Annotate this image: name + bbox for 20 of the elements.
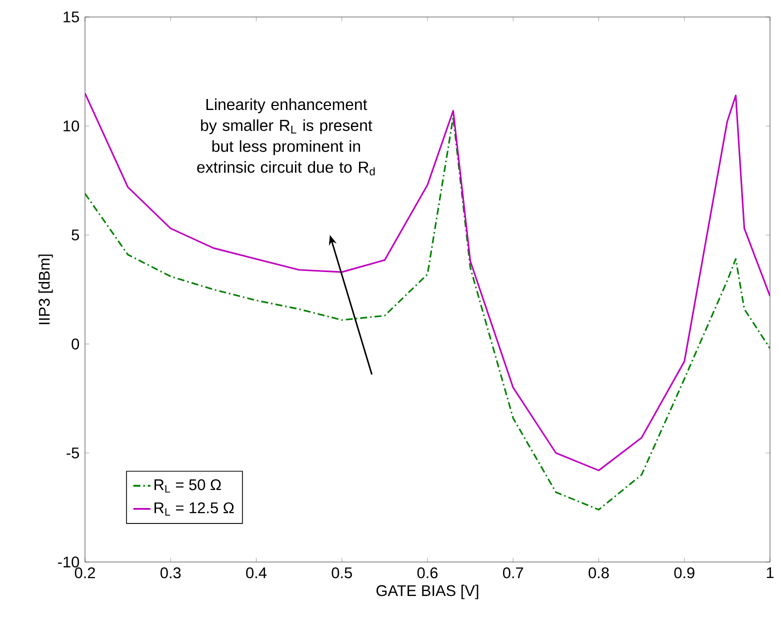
y-tick-label: 10 [64,120,80,132]
x-tick-label: 1 [766,567,774,578]
y-tick-label: -10 [58,556,80,568]
x-tick-label: 0.2 [74,567,95,578]
x-tick-label: 0.4 [246,567,267,578]
y-axis-title: IIP3 [dBm] [38,254,53,324]
y-tick-label: 5 [72,230,80,240]
y-tick-label: -5 [66,448,80,458]
x-tick-label: 0.8 [588,567,609,578]
x-tick-label: 0.7 [503,567,524,578]
annotation: Linearity enhancement by smaller R$_{L}$ is present but less prominent in extrinsic circuit due to R$_{d}$ [197,98,375,176]
x-tick-label: 0.6 [417,567,438,578]
legend-label: R$_{L}$ = 50 Ω [154,479,221,493]
x-tick-label: 0.9 [674,567,694,578]
x-axis-title: GATE BIAS [V] [376,584,478,600]
legend-label: R$_{L}$ = 12.5 Ω [154,502,234,516]
x-tick-label: 0.3 [160,567,181,578]
x-tick-label: 0.5 [332,567,352,578]
y-tick-label: 15 [64,12,79,22]
y-tick-label: 0 [72,338,80,350]
